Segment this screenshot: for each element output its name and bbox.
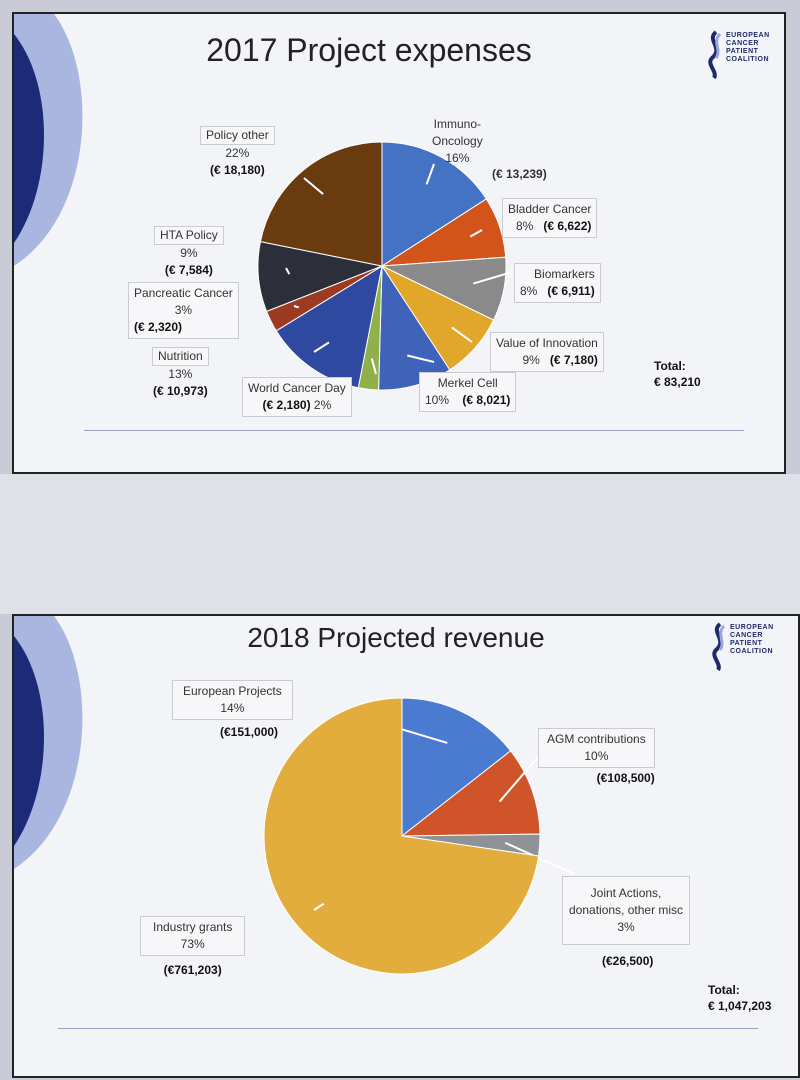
slice-label-industry-grants: Industry grants 73% (€761,203) — [140, 916, 246, 979]
leader-line — [313, 902, 325, 911]
footer-rule — [58, 1028, 758, 1029]
leader-line — [425, 163, 435, 185]
ribbon-icon — [708, 30, 722, 80]
pie-slice — [259, 141, 383, 267]
pie-chart — [263, 697, 575, 975]
slice-label-bladder: Bladder Cancer 8% (€ 6,622) — [502, 198, 598, 238]
slice-label-pancreatic: Pancreatic Cancer 3% (€ 2,320) — [128, 282, 239, 339]
slide-decoration — [14, 14, 83, 266]
slice-label-nutrition: Nutrition 13% (€ 10,973) — [152, 347, 209, 398]
pie-slice — [263, 697, 540, 975]
leader-line — [293, 305, 300, 309]
leader-line — [303, 177, 324, 195]
pie-chart — [257, 141, 513, 391]
logo-text: EUROPEAN CANCER PATIENT COALITION — [726, 32, 770, 63]
slide-decoration — [14, 616, 83, 869]
logo-text: EUROPEAN CANCER PATIENT COALITION — [730, 624, 774, 655]
slice-label-immuno: Immuno- Oncology 16% — [432, 117, 483, 165]
leader-line — [451, 326, 473, 343]
slice-label-agm: AGM contributions 10% (€108,500) — [538, 728, 655, 787]
leader-line — [504, 841, 575, 875]
slice-label-merkel: Merkel Cell 10% (€ 8,021) — [419, 372, 517, 412]
ribbon-icon — [712, 622, 726, 672]
swoosh-dark — [14, 34, 44, 243]
leader-line — [473, 271, 513, 285]
ecpc-logo: EUROPEAN CANCER PATIENT COALITION — [708, 622, 798, 672]
pie-slice — [401, 697, 512, 838]
leader-line — [469, 229, 483, 238]
pie-slice — [381, 141, 488, 267]
slide-2017-expenses: 2017 Project expenses EUROPEAN CANCER PAT… — [12, 12, 786, 474]
slice-label-biomarkers: Biomarkers 8% (€ 6,911) — [514, 263, 601, 303]
slice-label-policy-other: Policy other 22% (€ 18,180) — [200, 126, 275, 179]
page-gap — [0, 474, 800, 614]
footer-rule — [84, 430, 744, 431]
leader-line — [313, 341, 330, 353]
pie-slice — [400, 750, 541, 837]
slide-2018-revenue: 2018 Projected revenue EUROPEAN CANCER PA… — [12, 614, 800, 1078]
leader-line — [407, 354, 435, 363]
total-2018: Total: € 1,047,203 — [708, 983, 772, 1013]
ecpc-logo: EUROPEAN CANCER PATIENT COALITION — [704, 30, 784, 80]
slice-amount-immuno: (€ 13,239) — [492, 167, 547, 181]
total-2017: Total: € 83,210 — [654, 359, 701, 389]
slice-label-joint-actions: Joint Actions, donations, other misc 3% … — [562, 876, 691, 970]
leader-line — [370, 358, 377, 375]
chart-title: 2017 Project expenses — [206, 32, 532, 68]
leader-line — [498, 749, 545, 803]
pie-slice — [275, 264, 383, 389]
slice-label-innovation: Value of Innovation 9% (€ 7,180) — [490, 332, 604, 372]
chart-title: 2018 Projected revenue — [247, 622, 545, 653]
slice-label-world-cancer-day: World Cancer Day (€ 2,180) 2% — [242, 377, 352, 417]
slice-label-hta: HTA Policy 9% (€ 7,584) — [154, 226, 224, 279]
pie-slice — [378, 264, 451, 391]
slice-label-european-projects: European Projects 14% (€151,000) — [172, 680, 293, 741]
leader-line — [285, 267, 291, 275]
swoosh-dark — [14, 636, 44, 846]
